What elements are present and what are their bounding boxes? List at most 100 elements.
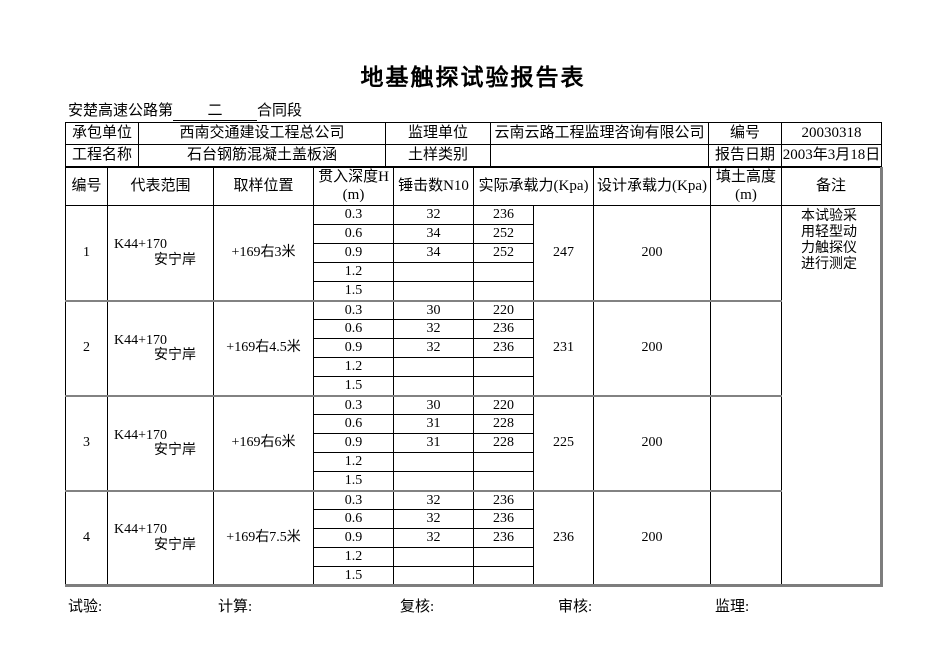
range-line2: 安宁岸 [154,537,196,553]
range-line2: 安宁岸 [154,252,196,268]
group-number-cell: 2 [65,299,108,396]
col-header-fill-height: 填土高度(m) [710,167,783,206]
range-line2: 安宁岸 [154,443,196,458]
blow-count-cell [393,376,474,396]
group-number-cell: 4 [65,489,108,586]
footer-audit-label: 审核: [558,599,593,615]
design-bearing-cell: 200 [593,489,712,586]
range-line1: K44+170 [114,332,168,348]
bearing-cell [473,547,534,567]
depth-cell: 0.9 [313,243,394,263]
contract-section-line: 安楚高速公路第二合同段 [65,101,881,122]
blow-count-cell [393,566,474,586]
remark-text: 本试验采用轻型动力触探仪进行测定 [801,209,858,272]
range-line1: K44+170 [114,522,168,538]
range-cell: K44+170 安宁岸 [107,205,214,301]
contract-section-blank: 二 [173,103,258,121]
soil-type-value [490,144,709,167]
info-table: 承包单位 西南交通建设工程总公司 监理单位 云南云路工程监理咨询有限公司 编号 … [65,122,882,167]
blow-count-cell: 31 [393,414,474,434]
remark-cell: 本试验采用轻型动力触探仪进行测定 [781,205,883,586]
group-number-cell: 1 [65,205,108,301]
group-number-cell: 3 [65,394,108,491]
fill-height-cell [710,205,783,301]
depth-cell: 0.9 [313,433,394,453]
table-row: 1.5 [66,566,882,586]
bearing-cell [473,357,534,377]
depth-cell: 0.6 [313,224,394,244]
table-row: 0.6 32 236 [66,509,882,529]
depth-cell: 1.2 [313,262,394,282]
info-row-1: 承包单位 西南交通建设工程总公司 监理单位 云南云路工程监理咨询有限公司 编号 … [65,122,882,145]
blow-count-cell [393,452,474,472]
table-row: 1.2 [66,452,882,472]
bearing-cell: 236 [473,489,534,510]
serial-value: 20030318 [781,122,882,145]
avg-bearing-cell: 247 [532,205,595,301]
contractor-label: 承包单位 [65,122,139,145]
sample-position-cell: +169右7.5米 [213,489,314,586]
bearing-cell [473,471,534,491]
table-row: 0.6 32 236 [66,319,882,339]
depth-cell: 0.9 [313,528,394,548]
info-row-2: 工程名称 石台钢筋混凝土盖板涵 土样类别 报告日期 2003年3月18日 [65,144,882,167]
range-line2: 安宁岸 [154,348,196,363]
depth-cell: 1.2 [313,452,394,472]
serial-label: 编号 [708,122,782,145]
depth-cell: 1.2 [313,547,394,567]
bearing-cell [473,566,534,586]
design-bearing-cell: 200 [593,205,712,301]
contractor-value: 西南交通建设工程总公司 [138,122,386,145]
report-date-value: 2003年3月18日 [781,144,882,167]
project-label: 工程名称 [65,144,139,167]
col-header-design-bearing: 设计承载力(Kpa) [593,167,712,206]
blow-count-cell: 32 [393,509,474,529]
blow-count-cell: 34 [393,224,474,244]
col-header-range: 代表范围 [107,167,214,206]
bearing-cell: 236 [473,338,534,358]
soil-type-label: 土样类别 [385,144,491,167]
range-cell: K44+170 安宁岸 [107,299,214,396]
design-bearing-cell: 200 [593,394,712,491]
footer-supervise-label: 监理: [715,599,750,615]
range-cell: K44+170 安宁岸 [107,489,214,586]
fill-height-cell [710,299,783,396]
blow-count-cell: 32 [393,205,474,225]
depth-cell: 0.6 [313,414,394,434]
test-data-table: 编号 代表范围 取样位置 贯入深度H(m) 锤击数N10 实际承载力(Kpa) … [65,167,884,587]
blow-count-cell: 31 [393,433,474,453]
contract-section-prefix: 安楚高速公路第 [68,103,174,119]
depth-cell: 1.2 [313,357,394,377]
blow-count-cell [393,357,474,377]
table-row: 0.9 32 236 [66,528,882,548]
table-row: 0.9 34 252 [66,243,882,263]
bearing-cell: 220 [473,394,534,415]
blow-count-cell: 32 [393,528,474,548]
bearing-cell: 252 [473,243,534,263]
blow-count-cell [393,547,474,567]
bearing-cell: 252 [473,224,534,244]
bearing-cell: 228 [473,433,534,453]
table-row: 2 K44+170 安宁岸 +169右4.5米 0.3 30 220 231 2… [65,299,882,396]
depth-cell: 1.5 [313,566,394,586]
range-line1: K44+170 [114,427,168,443]
column-header-row: 编号 代表范围 取样位置 贯入深度H(m) 锤击数N10 实际承载力(Kpa) … [65,167,883,206]
avg-bearing-cell: 236 [532,489,595,586]
depth-cell: 0.3 [313,205,394,225]
avg-bearing-cell: 231 [532,299,595,396]
depth-cell: 0.9 [313,338,394,358]
fill-height-cell [710,394,783,491]
table-row: 3 K44+170 安宁岸 +169右6米 0.3 30 220 225 200 [65,394,882,491]
blow-count-cell: 34 [393,243,474,263]
bearing-cell: 228 [473,414,534,434]
blow-count-cell: 32 [393,319,474,339]
project-value: 石台钢筋混凝土盖板涵 [138,144,386,167]
col-header-actual-bearing: 实际承载力(Kpa) [472,167,595,206]
supervision-label: 监理单位 [385,122,491,145]
contract-section-suffix: 合同段 [257,103,303,119]
report-sheet: 地基触探试验报告表 安楚高速公路第二合同段 承包单位 西南交通建设工程总公司 监… [65,0,884,615]
page-title: 地基触探试验报告表 [360,65,586,90]
supervision-value: 云南云路工程监理咨询有限公司 [490,122,709,145]
bearing-cell: 236 [473,319,534,339]
depth-cell: 0.3 [313,489,394,510]
